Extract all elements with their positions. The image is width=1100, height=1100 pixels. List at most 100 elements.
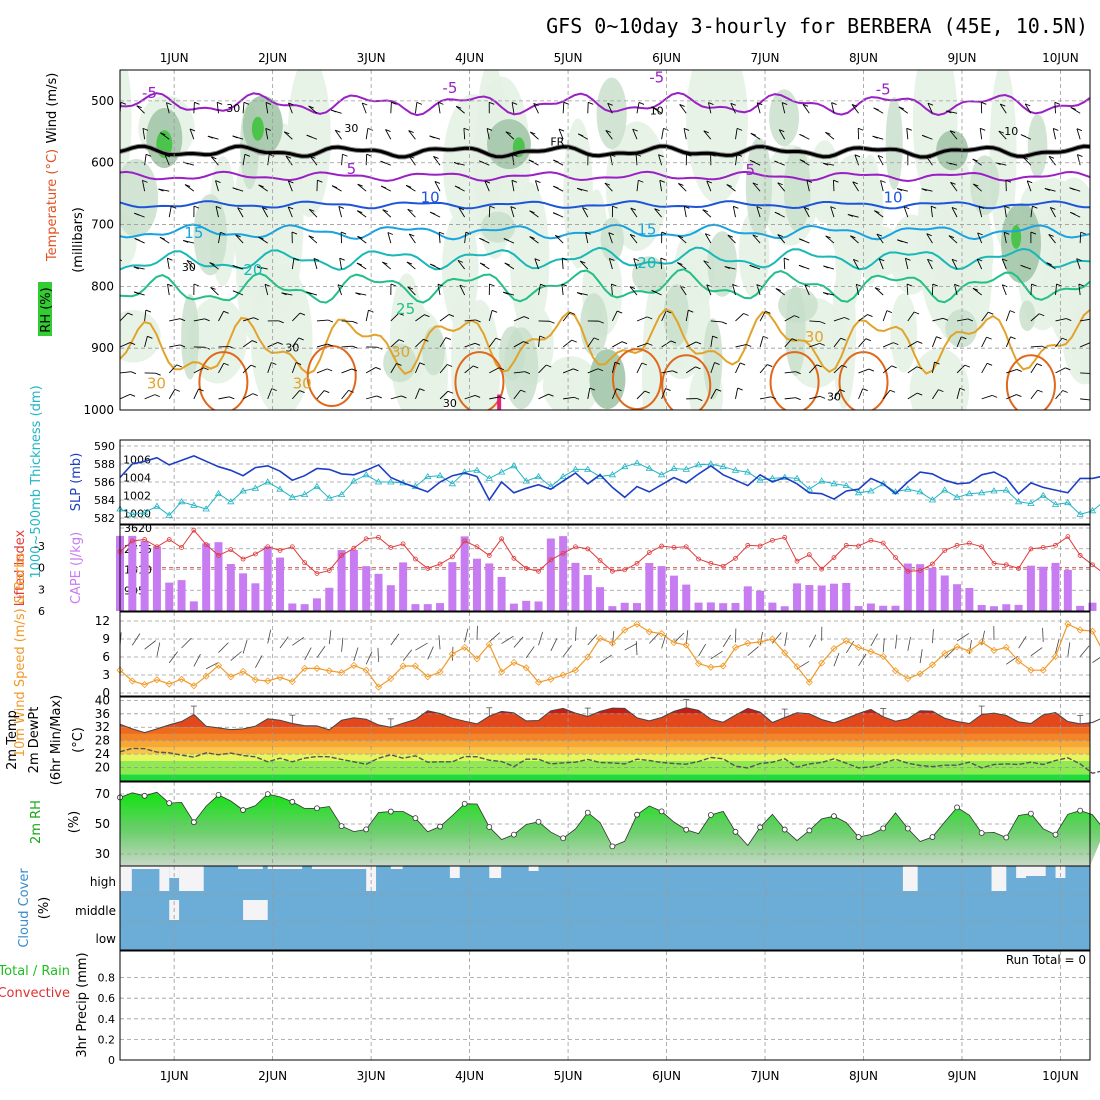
- wind-barb: [427, 646, 434, 660]
- wind-barb: [1092, 657, 1100, 663]
- cape-bar: [509, 603, 518, 611]
- wind-barb: [120, 190, 121, 192]
- wind-barb: [679, 285, 687, 296]
- wind-barb: [587, 368, 599, 374]
- wind-barb-flag: [972, 158, 978, 162]
- wind-barb: [562, 312, 571, 322]
- wind-barb-flag: [232, 290, 239, 294]
- wind-barb-flag: [948, 235, 955, 239]
- wind-speed-point: [596, 634, 604, 642]
- wind-barb-flag: [954, 283, 960, 287]
- wind-barb: [218, 396, 230, 400]
- cape-bar: [448, 562, 457, 611]
- wind-speed-point: [1027, 666, 1035, 674]
- wind-barb-flag: [376, 395, 382, 399]
- wind-barb: [759, 364, 768, 374]
- wind-barb-flag: [489, 283, 495, 287]
- wind-barb-flag: [582, 207, 588, 210]
- wind-barb: [1004, 206, 1007, 218]
- wind-barb-flag: [932, 283, 938, 287]
- wind-barb-flag: [1050, 207, 1056, 210]
- wind-barb: [979, 128, 983, 140]
- isotherm-30: [120, 307, 1090, 375]
- wind-barb: [193, 318, 205, 322]
- wind-barb-flag: [659, 179, 665, 183]
- wind-barb: [415, 314, 425, 322]
- wind-barb-flag: [647, 316, 653, 320]
- wind-barb: [463, 128, 466, 140]
- wind-barb: [1026, 180, 1032, 192]
- wind-barb-flag: [158, 188, 164, 192]
- wind-barb-flag: [446, 364, 453, 367]
- wind-barb-flag: [424, 314, 430, 318]
- wind-barb-flag: [777, 182, 783, 186]
- wind-barb: [215, 206, 219, 218]
- wind-barb-flag: [706, 180, 712, 184]
- wind-barb: [353, 647, 359, 662]
- wind-speed-point: [855, 643, 863, 651]
- cape-bar: [756, 590, 765, 611]
- wind-barb: [538, 393, 549, 400]
- rh-area: [480, 211, 516, 243]
- wind-barb-flag: [877, 155, 884, 158]
- wind-barb: [1001, 258, 1007, 270]
- wind-barb: [978, 206, 983, 218]
- rh-legend-swatch: [38, 282, 52, 336]
- rh-contour-label: 10: [1004, 125, 1018, 138]
- wind-barb: [1022, 157, 1032, 166]
- wind-barb: [659, 180, 663, 192]
- wind-barb-flag: [795, 397, 801, 401]
- wind-barb: [710, 320, 722, 323]
- wind-barb-flag: [684, 205, 690, 209]
- wind-speed-point: [522, 664, 530, 672]
- rh-legend-label: RH (%): [39, 287, 54, 332]
- cape-bar: [325, 587, 334, 611]
- wind-barb-flag: [651, 290, 657, 293]
- thickness-point: [608, 471, 617, 478]
- wind-barb: [390, 339, 400, 348]
- cape-bar: [374, 573, 383, 611]
- rh-contour-label: 30: [827, 391, 841, 404]
- wind-barb-flag: [777, 234, 783, 237]
- wind-barb-flag: [530, 131, 536, 135]
- wind-barb-flag: [1010, 336, 1016, 340]
- wind-barb-flag: [695, 341, 702, 345]
- wind-barb: [309, 156, 318, 166]
- wind-barb-flag: [913, 311, 920, 315]
- wind-barb: [341, 154, 343, 166]
- wind-barb-flag: [973, 183, 979, 187]
- rh-point: [781, 826, 788, 833]
- lifted-index-point: [240, 556, 246, 562]
- lifted-index-point: [905, 568, 911, 574]
- cape-bar: [989, 606, 998, 611]
- rh-area-fill: [120, 792, 1100, 866]
- wind-barb: [1055, 390, 1064, 400]
- wind-barb: [830, 206, 835, 218]
- lifted-index-point: [720, 563, 726, 569]
- wind-barb: [287, 206, 293, 218]
- thickness-tick-label: 582: [94, 512, 115, 525]
- wind-barb-flag: [198, 388, 204, 392]
- wind-barb-flag: [330, 109, 337, 113]
- wind-barb-flag: [533, 102, 539, 106]
- thickness-point: [670, 464, 678, 471]
- lifted-index-point: [191, 527, 197, 533]
- isotherm-30-loop: [1005, 354, 1056, 410]
- lifted-index-point: [609, 568, 615, 574]
- wind-barb-flag: [822, 162, 829, 166]
- wind-barb: [457, 260, 466, 270]
- wind-speed-point: [227, 673, 235, 681]
- wind-barb: [235, 234, 244, 244]
- isotherm-label: -5: [649, 68, 664, 86]
- wind-barb-flag: [278, 320, 284, 324]
- cape-bar: [645, 563, 654, 611]
- wind-barb: [756, 102, 761, 114]
- rh-point: [584, 809, 591, 816]
- wind-barb: [242, 317, 254, 322]
- date-tick-label: 3JUN: [357, 1069, 386, 1083]
- wind-barb: [291, 390, 300, 400]
- wind-barb-flag: [926, 155, 932, 159]
- wind-barb-flag: [523, 341, 529, 344]
- wind-speed-point: [1015, 657, 1023, 665]
- wind-barb-flag: [299, 390, 305, 394]
